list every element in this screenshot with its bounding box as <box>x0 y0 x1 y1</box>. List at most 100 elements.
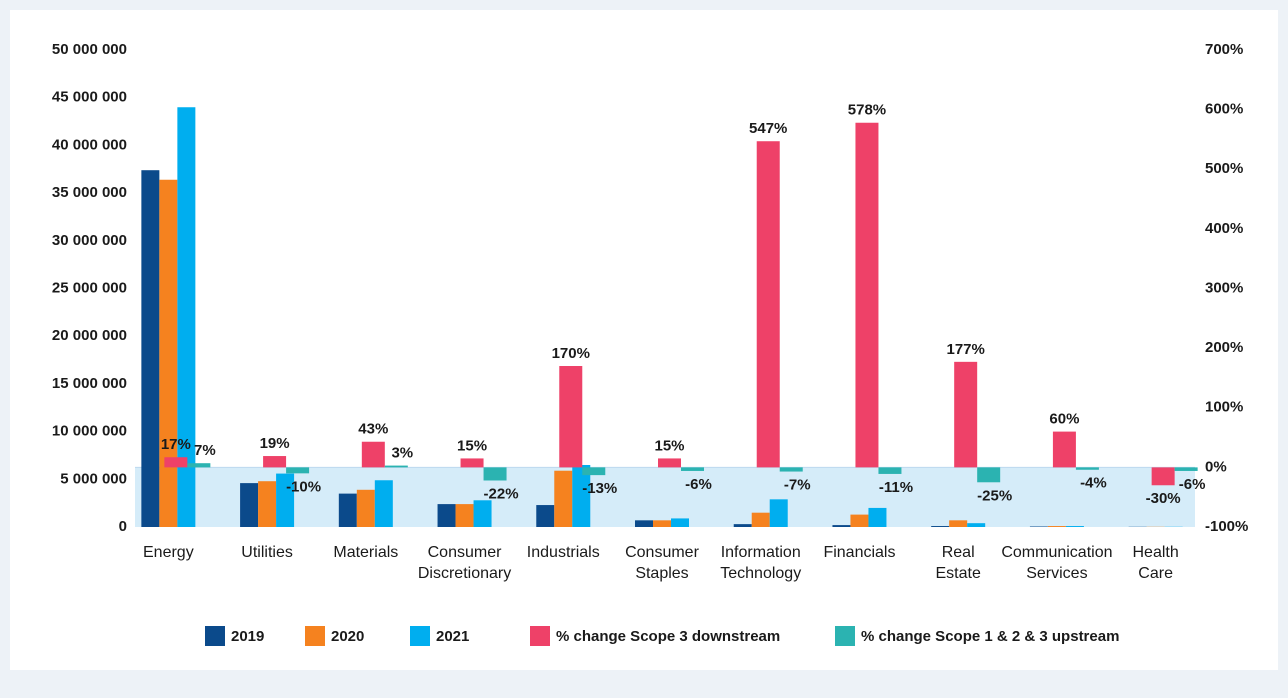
y2-tick-label: 0% <box>1205 458 1227 475</box>
y2-tick-label: -100% <box>1205 518 1248 535</box>
x-tick-label: Real Estate <box>935 544 981 582</box>
bar <box>751 512 770 527</box>
bar <box>954 361 978 468</box>
bar <box>159 179 178 527</box>
y-tick-label: 35 000 000 <box>52 184 127 201</box>
data-label: -11% <box>879 479 913 496</box>
x-tick-label: Materials <box>333 544 399 561</box>
legend-swatch <box>305 626 325 646</box>
legend-label: 2019 <box>231 628 264 645</box>
y2-tick-label: 700% <box>1205 41 1243 58</box>
data-label: -22% <box>484 485 519 502</box>
y-tick-label: 10 000 000 <box>52 423 127 440</box>
bar <box>1174 467 1198 471</box>
data-label: 578% <box>848 102 886 119</box>
panel <box>10 10 1278 670</box>
bar <box>455 504 474 527</box>
bar <box>1052 431 1076 468</box>
bar <box>1151 467 1175 486</box>
y-tick-label: 20 000 000 <box>52 327 127 344</box>
bar <box>276 473 295 527</box>
data-label: 7% <box>194 442 216 459</box>
bar <box>187 463 211 468</box>
bar <box>855 122 879 468</box>
data-label: -6% <box>1179 476 1206 493</box>
x-tick-label: Financials <box>823 544 896 561</box>
bar <box>779 467 803 472</box>
data-label: 547% <box>749 120 787 137</box>
bar <box>554 470 573 527</box>
bar <box>868 507 887 527</box>
bar <box>437 504 456 527</box>
bar <box>177 107 196 528</box>
legend-swatch <box>530 626 550 646</box>
data-label: -13% <box>582 480 617 497</box>
bar <box>1065 526 1084 527</box>
y-tick-label: 50 000 000 <box>52 41 127 58</box>
bar <box>769 499 788 527</box>
bar <box>263 456 287 468</box>
data-label: 60% <box>1049 411 1079 428</box>
y2-tick-label: 600% <box>1205 101 1243 118</box>
y-tick-label: 15 000 000 <box>52 375 127 392</box>
data-label: -6% <box>685 476 712 493</box>
legend-label: 2020 <box>331 628 364 645</box>
bar <box>572 464 591 527</box>
x-tick-label: Consumer Discretionary <box>417 544 512 582</box>
bar <box>286 467 310 474</box>
bar <box>967 523 986 527</box>
x-tick-label: Energy <box>143 544 194 561</box>
y2-tick-label: 100% <box>1205 399 1243 416</box>
bar <box>338 493 357 527</box>
data-label: 3% <box>391 445 413 462</box>
bar <box>1047 526 1066 527</box>
legend-label: 2021 <box>436 628 469 645</box>
bar <box>733 524 752 527</box>
bar <box>164 457 188 468</box>
data-label: 15% <box>654 437 684 454</box>
bar <box>536 505 555 527</box>
data-label: 43% <box>358 421 388 438</box>
bar <box>356 489 375 527</box>
x-tick-label: Industrials <box>526 544 600 561</box>
bar <box>460 458 484 468</box>
bar <box>977 467 1001 483</box>
legend-swatch <box>205 626 225 646</box>
legend-swatch <box>410 626 430 646</box>
legend-label: % change Scope 3 downstream <box>556 628 780 645</box>
y2-tick-label: 500% <box>1205 160 1243 177</box>
bar <box>931 526 950 527</box>
bar <box>240 483 259 527</box>
y2-tick-label: 300% <box>1205 279 1243 296</box>
x-tick-label: Communication Services <box>1001 544 1113 582</box>
legend-swatch <box>835 626 855 646</box>
x-tick-label: Information Technology <box>720 544 802 582</box>
data-label: 177% <box>946 341 984 358</box>
data-label: -7% <box>784 477 811 494</box>
data-label: 170% <box>552 345 590 362</box>
data-label: -25% <box>977 487 1012 504</box>
bar <box>653 520 671 527</box>
x-tick-label: Utilities <box>241 544 293 561</box>
y-tick-label: 25 000 000 <box>52 279 127 296</box>
x-tick-label: Health Care <box>1132 544 1179 582</box>
bar <box>483 467 507 481</box>
data-label: -4% <box>1080 475 1107 492</box>
y2-tick-label: 200% <box>1205 339 1243 356</box>
bar <box>361 441 385 468</box>
data-label: 15% <box>457 437 487 454</box>
y-tick-label: 5 000 000 <box>60 470 127 487</box>
data-label: 17% <box>161 436 191 453</box>
bar <box>141 170 160 528</box>
bar <box>582 467 606 476</box>
bar <box>832 525 851 527</box>
bar <box>949 520 968 527</box>
bar <box>850 514 869 527</box>
bar <box>1075 467 1099 470</box>
data-label: -10% <box>286 478 321 495</box>
bar <box>878 467 902 474</box>
bar <box>374 480 393 527</box>
y-tick-label: 0 <box>119 518 127 535</box>
bar <box>681 467 704 471</box>
